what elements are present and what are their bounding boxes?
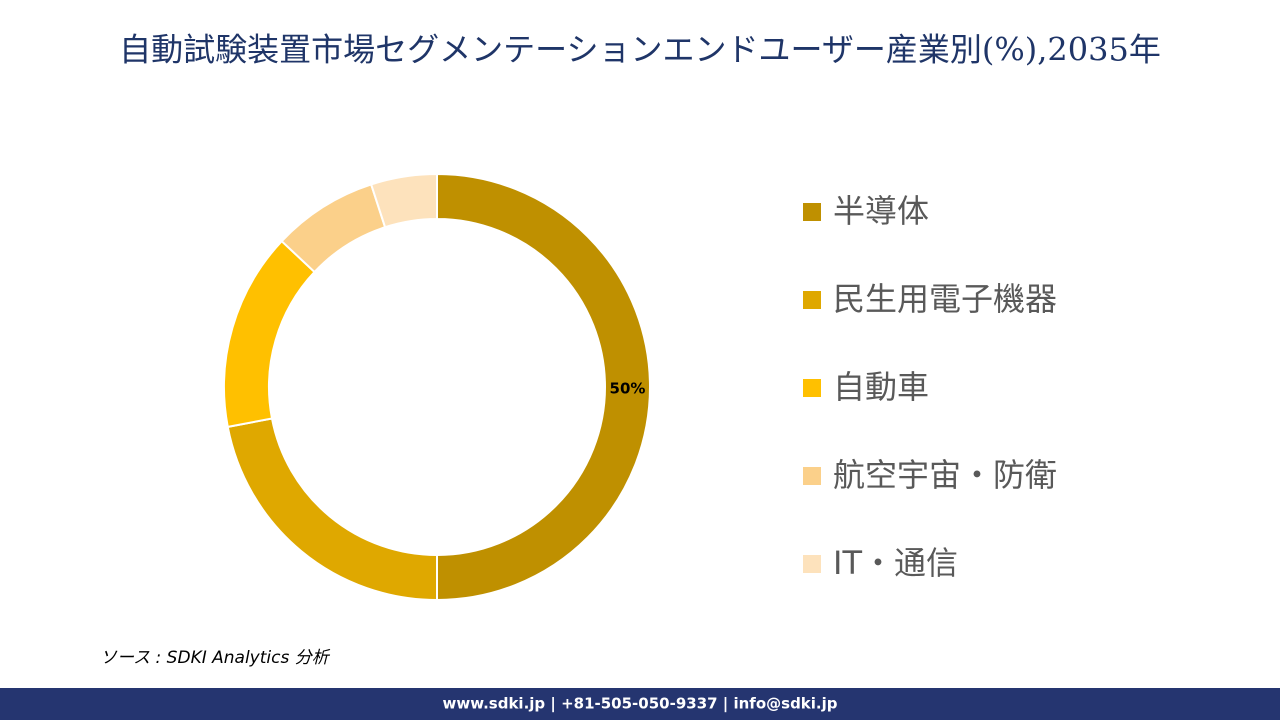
footer-bar <box>0 688 1280 720</box>
donut-segment <box>436 172 651 602</box>
donut-segment <box>223 239 316 429</box>
legend-label: 半導体 <box>833 192 929 230</box>
legend-swatch <box>803 203 821 221</box>
legend-label: IT・通信 <box>833 544 958 582</box>
data-label: 50% <box>610 380 646 398</box>
footer-text: www.sdki.jp | +81-505-050-9337 | info@sd… <box>442 695 837 714</box>
legend-swatch <box>803 291 821 309</box>
legend-swatch <box>803 467 821 485</box>
legend-swatch <box>803 555 821 573</box>
legend-swatch <box>803 379 821 397</box>
source-note: ソース : SDKI Analytics 分析 <box>100 648 331 668</box>
legend-label: 自動車 <box>833 368 929 406</box>
legend-label: 航空宇宙・防衛 <box>833 456 1057 494</box>
legend-label: 民生用電子機器 <box>833 280 1057 318</box>
chart-title: 自動試験装置市場セグメンテーションエンドユーザー産業別(%),2035年 <box>119 31 1161 69</box>
donut-segment <box>226 417 438 602</box>
donut-segment <box>369 172 438 229</box>
